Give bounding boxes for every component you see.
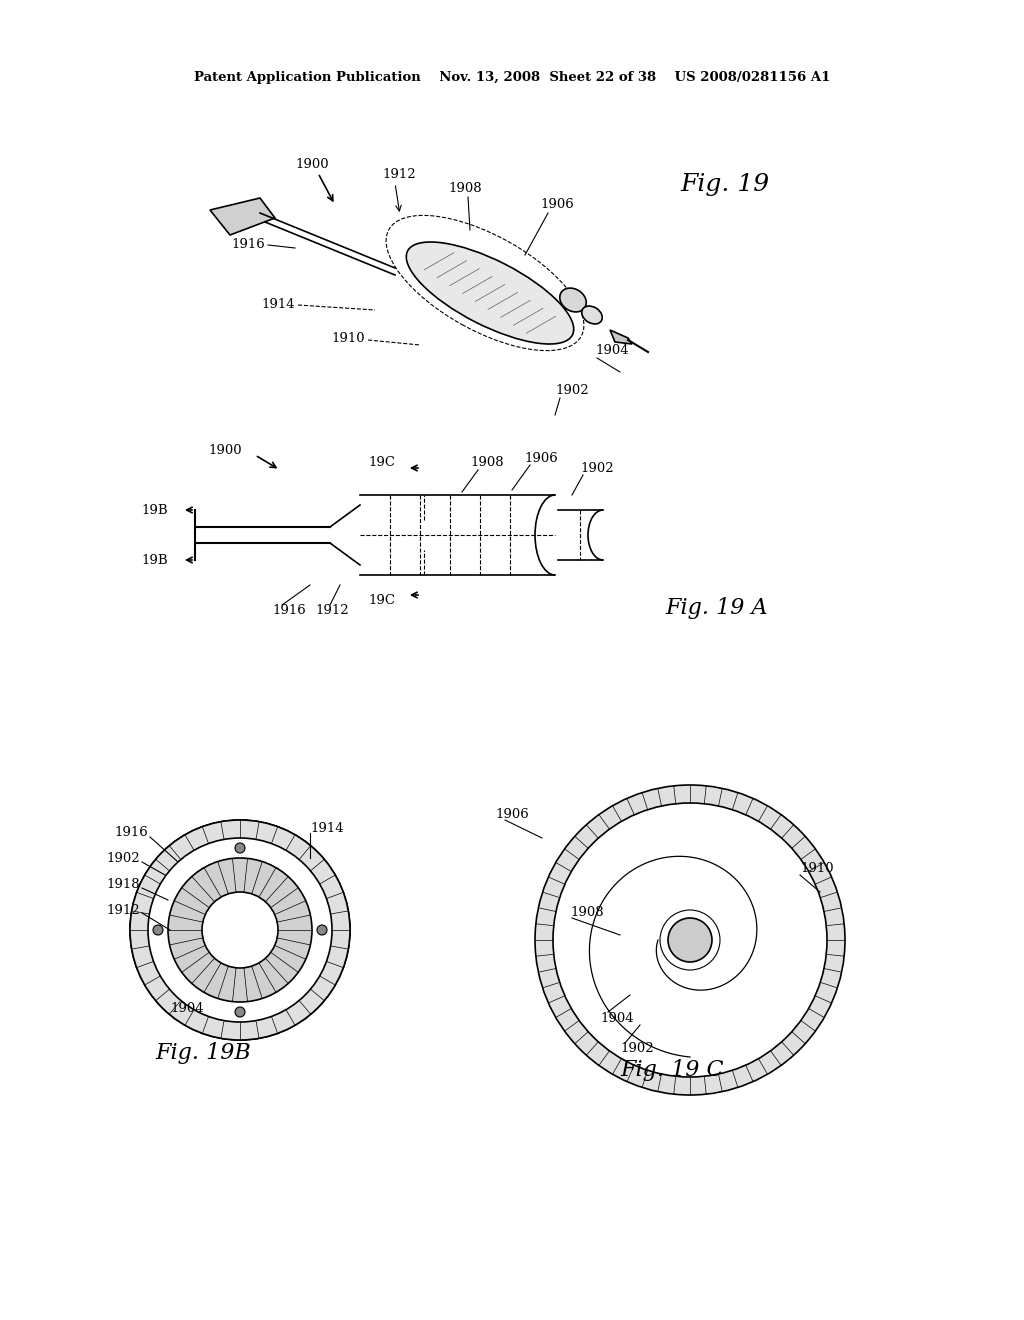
- Text: 1904: 1904: [170, 1002, 204, 1015]
- Text: 1908: 1908: [570, 906, 603, 919]
- Text: 19C: 19C: [368, 594, 395, 606]
- Text: 19B: 19B: [141, 503, 168, 516]
- Text: 1916: 1916: [272, 603, 306, 616]
- Circle shape: [130, 820, 350, 1040]
- Text: 1912: 1912: [315, 603, 348, 616]
- Text: Fig. 19: Fig. 19: [680, 173, 769, 197]
- Text: 1902: 1902: [555, 384, 589, 396]
- Text: 1902: 1902: [620, 1041, 653, 1055]
- Text: 1916: 1916: [115, 825, 148, 838]
- Text: 1906: 1906: [495, 808, 528, 821]
- Text: Fig. 19 C: Fig. 19 C: [620, 1059, 724, 1081]
- Text: 1916: 1916: [231, 239, 265, 252]
- Text: 1912: 1912: [106, 903, 140, 916]
- Text: 1910: 1910: [800, 862, 834, 874]
- Circle shape: [317, 925, 327, 935]
- Text: 1910: 1910: [332, 331, 365, 345]
- Circle shape: [153, 925, 163, 935]
- Polygon shape: [210, 198, 275, 235]
- Text: 1902: 1902: [106, 851, 140, 865]
- Text: 1902: 1902: [580, 462, 613, 474]
- Circle shape: [168, 858, 312, 1002]
- Text: 1908: 1908: [470, 457, 504, 470]
- Text: 1900: 1900: [295, 158, 329, 172]
- Text: 1904: 1904: [595, 343, 629, 356]
- Text: Patent Application Publication    Nov. 13, 2008  Sheet 22 of 38    US 2008/02811: Patent Application Publication Nov. 13, …: [194, 71, 830, 84]
- Text: 1906: 1906: [540, 198, 573, 211]
- Text: 19C: 19C: [368, 457, 395, 470]
- Text: 19B: 19B: [141, 553, 168, 566]
- Ellipse shape: [582, 306, 602, 323]
- Text: 1908: 1908: [449, 181, 481, 194]
- Circle shape: [535, 785, 845, 1096]
- Circle shape: [234, 843, 245, 853]
- Text: 1918: 1918: [106, 878, 140, 891]
- Circle shape: [668, 917, 712, 962]
- Text: Fig. 19 A: Fig. 19 A: [665, 597, 768, 619]
- Text: 1900: 1900: [208, 444, 242, 457]
- Circle shape: [234, 1007, 245, 1016]
- Text: 1914: 1914: [261, 298, 295, 312]
- Ellipse shape: [560, 288, 586, 312]
- Circle shape: [202, 892, 278, 968]
- Polygon shape: [610, 330, 632, 345]
- Circle shape: [553, 803, 827, 1077]
- Text: 1904: 1904: [600, 1011, 634, 1024]
- Text: 1914: 1914: [310, 821, 344, 834]
- Ellipse shape: [407, 242, 573, 345]
- Circle shape: [148, 838, 332, 1022]
- Text: 1906: 1906: [524, 451, 558, 465]
- Text: 1912: 1912: [382, 169, 416, 181]
- Text: Fig. 19B: Fig. 19B: [155, 1041, 251, 1064]
